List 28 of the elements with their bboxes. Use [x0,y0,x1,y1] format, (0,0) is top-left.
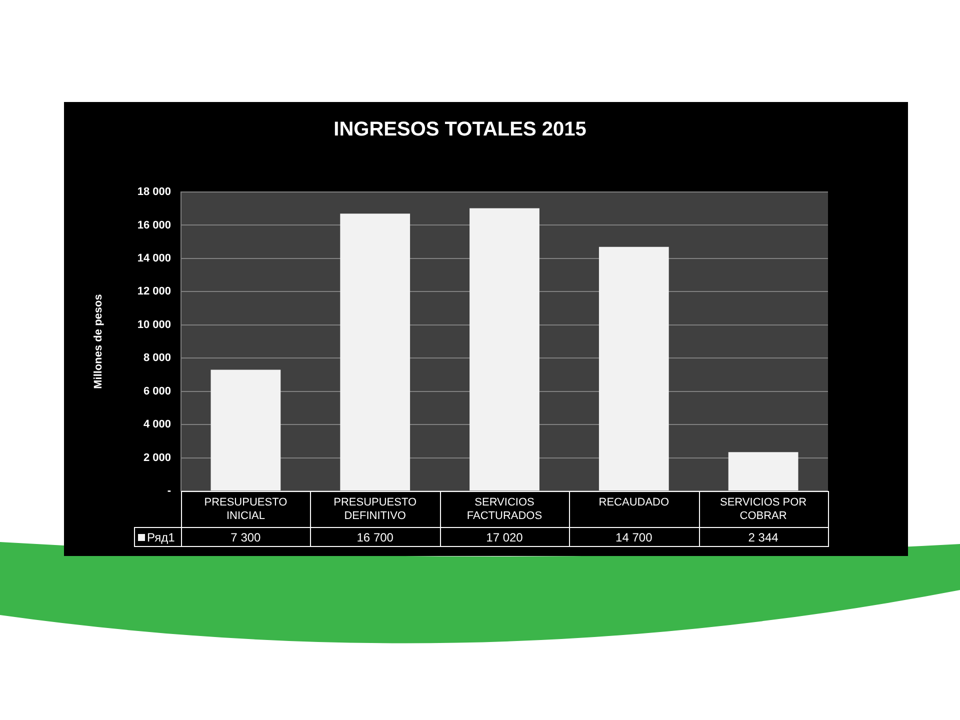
data-label: 14 700 [616,530,653,544]
y-tick-label: 6 000 [143,385,171,398]
bar [340,214,410,490]
legend-label: Ряд1 [147,530,176,544]
y-tick-label: 2 000 [143,452,171,464]
bar [598,246,669,490]
y-tick-label: 18 000 [137,186,171,198]
data-label: 17 020 [486,530,524,544]
x-tick-label: PRESUPUESTO DEFINITIVO [334,496,418,522]
chart-title: INGRESOS TOTALES 2015 [334,118,586,141]
x-tick-label: SERVICIOS POR COBRAR [720,496,807,522]
x-tick-label: RECAUDADO [598,496,670,509]
bar [470,208,540,490]
x-tick-label: PRESUPUESTO INICIAL [204,496,288,522]
y-axis-title: Millones de pesos [92,294,105,389]
data-label: 2 344 [748,530,779,544]
y-tick-label: 4 000 [143,418,171,431]
data-label: 7 300 [230,530,262,544]
y-tick-label: 10 000 [137,318,171,331]
bar [210,370,281,490]
y-tick-label: 16 000 [137,219,171,232]
x-tick-label: SERVICIOS FACTURADOS [466,496,542,522]
y-tick-label: 12 000 [137,286,171,298]
y-tick-label: - [167,485,172,498]
bar [728,452,798,490]
y-tick-label: 8 000 [143,352,171,364]
y-tick-label: 14 000 [137,252,171,264]
data-label: 16 700 [356,530,394,544]
